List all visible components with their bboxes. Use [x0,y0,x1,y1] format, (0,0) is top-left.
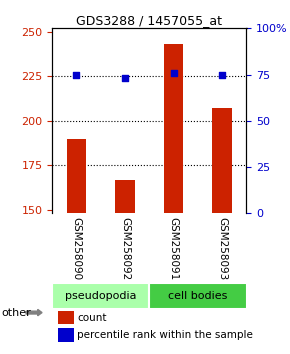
Text: count: count [77,313,107,323]
Text: percentile rank within the sample: percentile rank within the sample [77,330,253,341]
FancyBboxPatch shape [149,283,246,309]
Text: other: other [1,308,31,318]
Bar [164,44,183,213]
Point [74,72,79,78]
Bar [213,108,232,213]
Text: GSM258093: GSM258093 [217,217,227,280]
Bar [67,139,86,213]
Bar [115,179,135,213]
Point [123,75,127,81]
FancyBboxPatch shape [52,283,149,309]
Text: GSM258091: GSM258091 [169,217,179,280]
Text: GSM258090: GSM258090 [72,217,81,280]
Point [220,72,224,78]
Bar [58,329,74,342]
Point [171,70,176,75]
Bar [58,311,74,324]
Title: GDS3288 / 1457055_at: GDS3288 / 1457055_at [76,14,222,27]
Text: cell bodies: cell bodies [168,291,228,301]
Text: GSM258092: GSM258092 [120,217,130,280]
Text: pseudopodia: pseudopodia [65,291,137,301]
